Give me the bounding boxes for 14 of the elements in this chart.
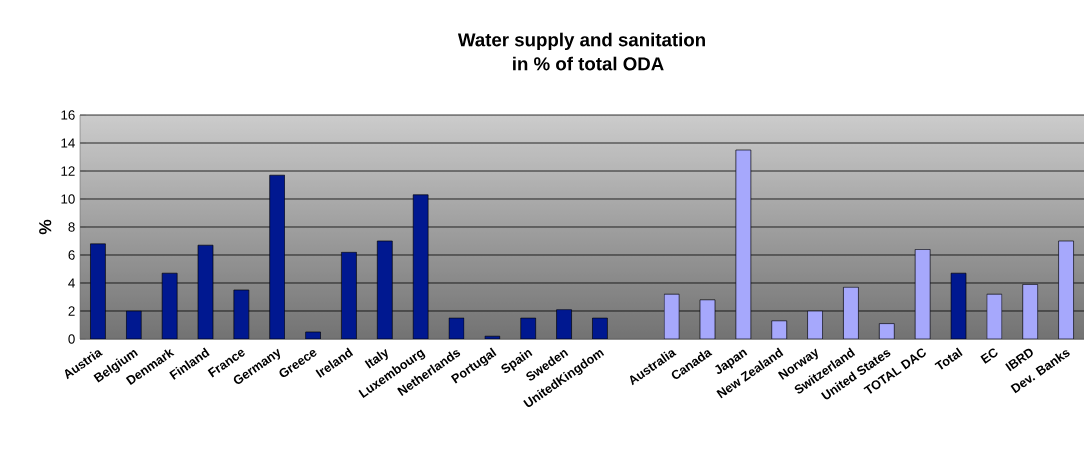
y-tick-label: 8 [68, 222, 75, 232]
x-tick-label: EC [980, 348, 998, 364]
y-tick-label: 6 [68, 250, 75, 260]
y-tick-label: 16 [61, 110, 75, 120]
y-tick-label: 0 [68, 334, 75, 344]
y-tick-label: 14 [61, 138, 75, 148]
y-axis-title: % [39, 219, 52, 235]
chart-subtitle: in % of total ODA [513, 56, 664, 71]
y-tick-label: 12 [61, 166, 75, 176]
chart-title: Water supply and sanitation [457, 32, 705, 51]
y-tick-label: 4 [68, 278, 75, 288]
y-tick-label: 10 [61, 194, 75, 204]
bar [448, 317, 465, 339]
y-tick-label: 2 [68, 306, 75, 316]
